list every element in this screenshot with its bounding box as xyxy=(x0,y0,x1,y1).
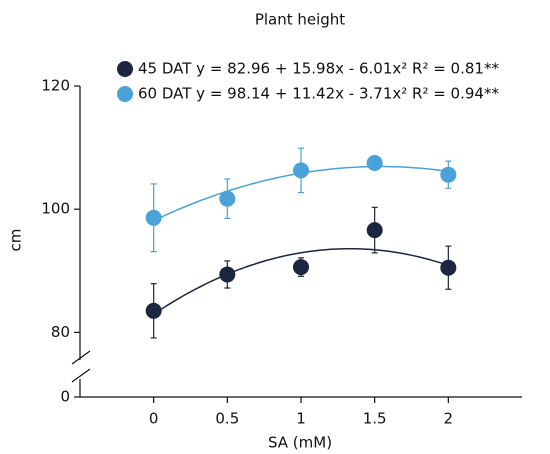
point xyxy=(293,259,309,276)
point xyxy=(145,302,162,319)
y-tick-label: 80 xyxy=(51,323,70,341)
point xyxy=(293,162,309,179)
y-axis-label: cm xyxy=(7,229,25,252)
legend-marker xyxy=(117,61,133,77)
point xyxy=(366,154,383,171)
x-tick-label: 2 xyxy=(444,410,454,428)
chart-title: Plant height xyxy=(255,11,345,29)
point xyxy=(145,209,162,226)
x-tick-label: 1.5 xyxy=(363,410,387,428)
axis-break xyxy=(71,350,91,365)
x-tick-label: 1 xyxy=(296,410,306,428)
legend-label: 60 DAT y = 98.14 + 11.42x - 3.71x² R² = … xyxy=(138,85,499,103)
y-tick-label: 0 xyxy=(60,388,70,406)
point xyxy=(219,266,236,283)
fit-curve xyxy=(153,247,449,315)
axis-break xyxy=(71,368,91,383)
legend-marker xyxy=(117,86,133,102)
point xyxy=(219,190,236,207)
point xyxy=(440,166,457,183)
point xyxy=(440,259,457,276)
legend-label: 45 DAT y = 82.96 + 15.98x - 6.01x² R² = … xyxy=(138,60,499,78)
y-tick-label: 120 xyxy=(41,77,70,95)
x-tick-label: 0 xyxy=(149,410,159,428)
y-tick-label: 100 xyxy=(41,200,70,218)
x-axis-label: SA (mM) xyxy=(268,434,332,452)
point xyxy=(366,222,383,239)
x-tick-label: 0.5 xyxy=(215,410,239,428)
